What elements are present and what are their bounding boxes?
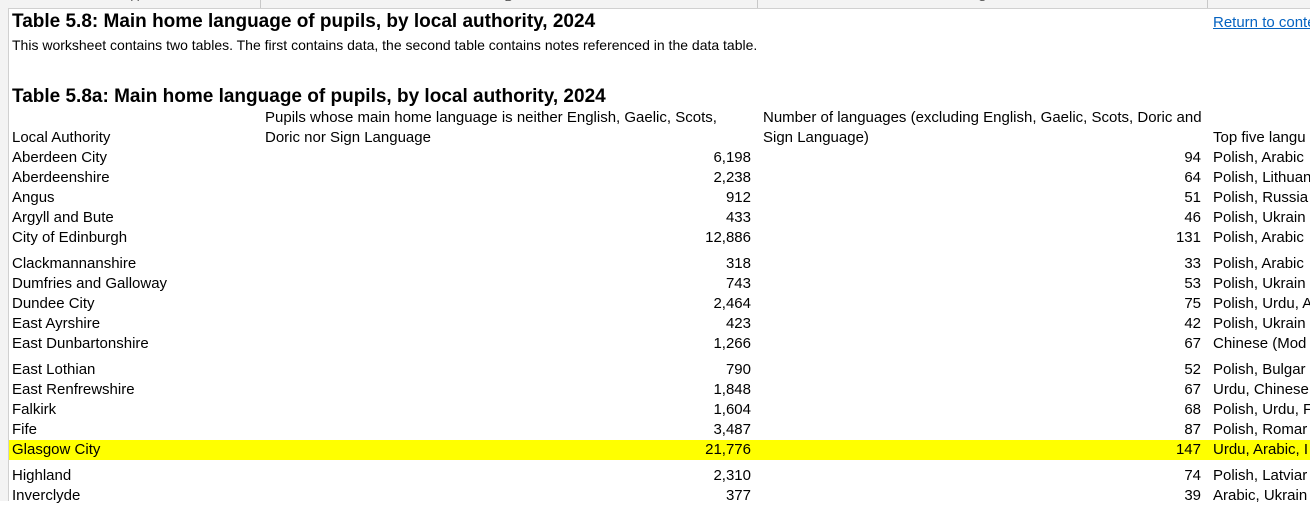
languages-cell: 42 — [1184, 315, 1201, 332]
header-cell: Top five langu — [1213, 129, 1306, 146]
authority-cell: East Ayrshire — [12, 315, 101, 332]
authority-cell: Argyll and Bute — [12, 209, 114, 226]
pupils-cell: 3,487 — [713, 421, 751, 438]
header-cell: Local Authority — [12, 129, 111, 146]
top-languages-cell: Polish, Arabic — [1213, 255, 1304, 272]
pupils-cell: 377 — [725, 487, 751, 504]
languages-cell: 74 — [1184, 467, 1201, 484]
pupils-cell: 1,266 — [713, 335, 751, 352]
authority-cell: Inverclyde — [12, 487, 81, 504]
top-languages-cell: Urdu, Chinese — [1213, 381, 1309, 398]
top-languages-cell: Polish, Romar — [1213, 421, 1308, 438]
top-languages-cell: Polish, Ukrain — [1213, 209, 1306, 226]
pupils-cell: 743 — [725, 275, 751, 292]
top-languages-cell: Polish, Ukrain — [1213, 275, 1306, 292]
languages-cell: 87 — [1184, 421, 1201, 438]
pupils-cell: 1,848 — [713, 381, 751, 398]
languages-cell: 53 — [1184, 275, 1201, 292]
top-languages-cell: Polish, Lithuan — [1213, 169, 1310, 186]
top-languages-cell: Urdu, Arabic, I — [1213, 441, 1309, 458]
authority-cell: Dumfries and Galloway — [12, 275, 168, 292]
top-languages-cell: Polish, Urdu, A — [1213, 295, 1310, 312]
languages-cell: 46 — [1184, 209, 1201, 226]
authority-cell: East Dunbartonshire — [12, 335, 149, 352]
top-languages-cell: Polish, Bulgar — [1213, 361, 1306, 378]
authority-cell: Fife — [12, 421, 38, 438]
table-title: Table 5.8a: Main home language of pupils… — [12, 86, 606, 107]
authority-cell: City of Edinburgh — [12, 229, 128, 246]
pupils-cell: 21,776 — [705, 441, 751, 458]
pupils-cell: 433 — [725, 209, 751, 226]
top-languages-cell: Polish, Ukrain — [1213, 315, 1306, 332]
languages-cell: 67 — [1184, 335, 1201, 352]
pupils-cell: 318 — [725, 255, 751, 272]
authority-cell: East Lothian — [12, 361, 96, 378]
languages-cell: 75 — [1184, 295, 1201, 312]
header-cell: Number of languages (excluding English, … — [763, 109, 1202, 146]
languages-cell: 67 — [1184, 381, 1201, 398]
pupils-cell: 2,464 — [713, 295, 751, 312]
authority-cell: Glasgow City — [12, 441, 101, 458]
pupils-cell: 12,886 — [705, 229, 751, 246]
return-link[interactable]: Return to conte — [1213, 13, 1310, 33]
top-languages-cell: Polish, Arabic — [1213, 149, 1304, 166]
sheet-subtitle: This worksheet contains two tables. The … — [12, 37, 758, 53]
column-letter: B — [260, 0, 757, 7]
languages-cell: 131 — [1175, 229, 1201, 246]
authority-cell: Angus — [12, 189, 55, 206]
pupils-cell: 6,198 — [713, 149, 751, 166]
authority-cell: Dundee City — [12, 295, 95, 312]
pupils-cell: 2,310 — [713, 467, 751, 484]
column-separator — [757, 0, 758, 8]
header-cell: Pupils whose main home language is neith… — [265, 109, 717, 146]
pupils-cell: 2,238 — [713, 169, 751, 186]
languages-cell: 68 — [1184, 401, 1201, 418]
top-languages-cell: Polish, Arabic — [1213, 229, 1304, 246]
languages-cell: 94 — [1184, 149, 1201, 166]
pupils-cell: 1,604 — [713, 401, 751, 418]
authority-cell: Highland — [12, 467, 72, 484]
column-letter: C — [757, 0, 1207, 7]
authority-cell: Aberdeenshire — [12, 169, 110, 186]
languages-cell: 64 — [1184, 169, 1201, 186]
languages-cell: 147 — [1175, 441, 1201, 458]
top-languages-cell: Polish, Latviar — [1213, 467, 1308, 484]
languages-cell: 52 — [1184, 361, 1201, 378]
top-languages-cell: Polish, Russia — [1213, 189, 1309, 206]
column-separator — [1207, 0, 1208, 8]
column-separator — [260, 0, 261, 8]
row-highlight — [9, 440, 1310, 460]
pupils-cell: 912 — [725, 189, 751, 206]
top-languages-cell: Polish, Urdu, F — [1213, 401, 1310, 418]
languages-cell: 33 — [1184, 255, 1201, 272]
pupils-cell: 423 — [725, 315, 751, 332]
sheet-title: Table 5.8: Main home language of pupils,… — [12, 11, 596, 32]
authority-cell: Aberdeen City — [12, 149, 108, 166]
authority-cell: Clackmannanshire — [12, 255, 137, 272]
link[interactable]: Return to conte — [1213, 14, 1310, 31]
column-letter: A — [10, 0, 260, 7]
authority-cell: Falkirk — [12, 401, 57, 418]
authority-cell: East Renfrewshire — [12, 381, 135, 398]
row-header-bar — [0, 8, 9, 501]
top-languages-cell: Chinese (Mod — [1213, 335, 1307, 352]
languages-cell: 51 — [1184, 189, 1201, 206]
column-header-bar — [0, 0, 1310, 9]
languages-cell: 39 — [1184, 487, 1201, 504]
top-languages-cell: Arabic, Ukrain — [1213, 487, 1308, 504]
pupils-cell: 790 — [725, 361, 751, 378]
